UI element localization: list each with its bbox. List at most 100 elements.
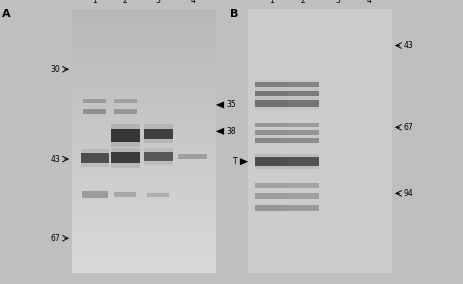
Bar	[72, 98, 215, 99]
Bar	[72, 27, 215, 28]
Text: 67: 67	[50, 234, 60, 243]
Bar	[72, 52, 215, 53]
Bar	[72, 96, 215, 97]
Bar	[255, 107, 287, 110]
Bar	[72, 207, 215, 208]
Bar	[72, 150, 215, 151]
Text: 2: 2	[300, 0, 305, 5]
Bar	[83, 114, 106, 117]
Bar	[248, 9, 391, 273]
Bar	[72, 116, 215, 117]
Bar	[72, 204, 215, 205]
Bar	[72, 59, 215, 60]
Bar	[82, 191, 108, 198]
Bar	[255, 97, 287, 100]
Bar	[287, 135, 318, 137]
Bar	[72, 85, 215, 86]
Bar	[72, 173, 215, 174]
Bar	[72, 50, 215, 51]
Bar	[287, 107, 318, 110]
Bar	[72, 249, 215, 250]
Bar	[72, 121, 215, 122]
Bar	[72, 240, 215, 241]
Bar	[72, 175, 215, 176]
Bar	[72, 230, 215, 231]
Bar	[72, 90, 215, 91]
Bar	[72, 137, 215, 138]
Bar	[72, 127, 215, 128]
Bar	[72, 24, 215, 25]
Bar	[83, 99, 106, 103]
Bar	[72, 109, 215, 110]
Bar	[144, 148, 172, 152]
Bar	[72, 99, 215, 100]
Bar	[72, 128, 215, 129]
Bar	[72, 30, 215, 32]
Bar	[72, 239, 215, 240]
Bar	[72, 46, 215, 47]
Bar	[72, 272, 215, 273]
Bar	[255, 130, 287, 135]
Bar	[72, 222, 215, 223]
Bar	[82, 198, 108, 201]
Bar	[287, 123, 318, 127]
Bar	[111, 163, 139, 168]
Bar	[72, 265, 215, 266]
Bar	[72, 201, 215, 202]
Bar	[72, 235, 215, 236]
Bar	[72, 114, 215, 115]
Bar	[81, 149, 109, 153]
Bar	[72, 268, 215, 269]
Bar	[72, 134, 215, 135]
Bar	[111, 152, 139, 163]
Bar	[72, 124, 215, 125]
Bar	[72, 180, 215, 181]
Bar	[255, 87, 287, 89]
Bar	[72, 179, 215, 180]
Bar	[72, 122, 215, 123]
Bar	[72, 158, 215, 159]
Bar	[72, 62, 215, 63]
Bar	[72, 11, 215, 12]
Bar	[72, 264, 215, 265]
Bar	[72, 53, 215, 54]
Bar	[72, 233, 215, 234]
Bar	[287, 158, 318, 166]
Bar	[72, 118, 215, 119]
Bar	[255, 203, 287, 205]
Bar	[72, 133, 215, 134]
Text: 38: 38	[226, 127, 236, 136]
Bar	[144, 152, 172, 161]
Bar	[72, 138, 215, 139]
Text: 4: 4	[366, 0, 371, 5]
Bar	[72, 92, 215, 93]
Bar	[72, 113, 215, 114]
Text: 67: 67	[403, 123, 413, 132]
Bar	[72, 262, 215, 263]
Bar	[72, 132, 215, 133]
Bar	[72, 178, 215, 179]
Bar	[72, 49, 215, 50]
Bar	[178, 154, 206, 159]
Bar	[72, 57, 215, 58]
Bar	[72, 69, 215, 70]
Text: 94: 94	[403, 189, 413, 198]
Text: T: T	[232, 157, 237, 166]
Bar	[144, 161, 172, 165]
Bar	[287, 87, 318, 89]
Bar	[255, 82, 287, 87]
Bar	[287, 128, 318, 130]
Bar	[72, 84, 215, 85]
Bar	[255, 158, 287, 166]
Bar	[72, 44, 215, 45]
Bar	[72, 160, 215, 161]
Bar	[255, 97, 287, 99]
Bar	[72, 257, 215, 258]
Bar	[72, 140, 215, 141]
Bar	[72, 108, 215, 109]
Bar	[72, 43, 215, 44]
Bar	[72, 198, 215, 199]
Bar	[72, 241, 215, 242]
Bar	[72, 223, 215, 224]
Bar	[72, 236, 215, 237]
